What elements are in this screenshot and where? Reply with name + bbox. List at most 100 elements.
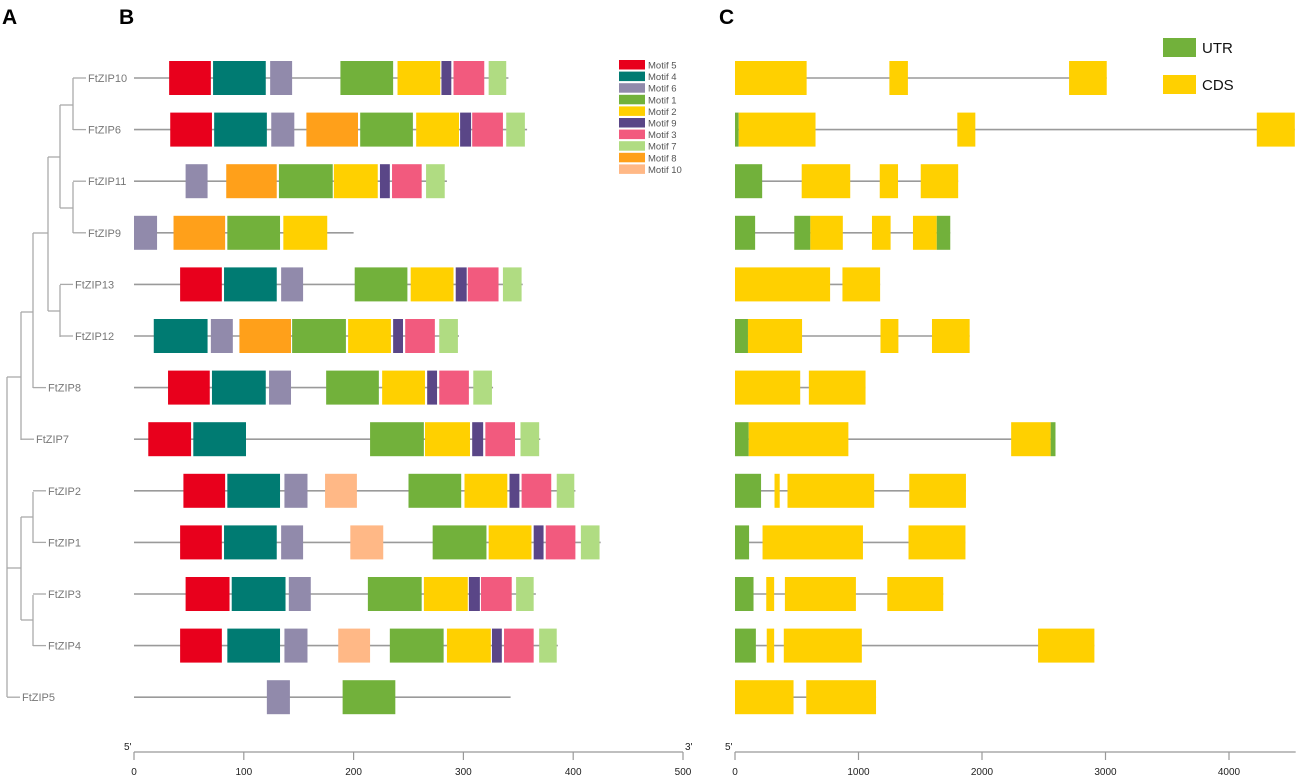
cds-block bbox=[735, 680, 794, 715]
utr-block bbox=[735, 215, 756, 250]
utr-block bbox=[735, 628, 756, 663]
motif-box-m5 bbox=[170, 112, 212, 147]
cds-block bbox=[871, 215, 891, 250]
cds-block bbox=[762, 525, 863, 560]
legend-swatch-m5 bbox=[619, 60, 645, 70]
motif-row bbox=[134, 370, 494, 405]
motif-box-m3 bbox=[439, 370, 469, 405]
motif-box-m5 bbox=[180, 628, 222, 663]
legend-label: Motif 8 bbox=[648, 153, 677, 164]
motif-box-m1 bbox=[360, 112, 413, 147]
motif-box-m1 bbox=[292, 319, 346, 353]
gene-label: FtZIP13 bbox=[75, 279, 114, 291]
legend-swatch-m1 bbox=[619, 94, 645, 105]
motif-box-m2 bbox=[397, 61, 441, 95]
tick-label: 4000 bbox=[1218, 767, 1241, 778]
motif-box-m10 bbox=[325, 473, 357, 508]
gene-structure-row bbox=[735, 215, 951, 250]
utr-block bbox=[735, 473, 762, 508]
motif-axis: 0 100 200 300 400 500 5' 3' bbox=[124, 742, 693, 778]
motif-box-m1 bbox=[367, 577, 422, 611]
tick-label: 0 bbox=[131, 767, 137, 778]
cds-block bbox=[908, 525, 966, 560]
motif-box-m9 bbox=[472, 422, 484, 457]
motif-box-m7 bbox=[506, 112, 525, 147]
motif-row bbox=[134, 473, 576, 508]
motif-box-m7 bbox=[556, 473, 575, 508]
motif-box-m5 bbox=[148, 422, 192, 457]
motif-box-m4 bbox=[224, 267, 277, 302]
cds-block bbox=[735, 61, 807, 95]
cds-block bbox=[735, 370, 801, 405]
legend-swatch-m9 bbox=[619, 118, 645, 128]
cds-block bbox=[766, 577, 775, 611]
motif-box-m9 bbox=[427, 370, 438, 405]
legend-swatch-utr bbox=[1163, 38, 1196, 57]
motif-box-m2 bbox=[283, 215, 328, 250]
panel-label-a: A bbox=[2, 6, 17, 29]
gene-structure-row bbox=[735, 112, 1295, 147]
motif-box-m4 bbox=[231, 577, 286, 611]
motif-box-m7 bbox=[520, 422, 540, 457]
legend-swatch-m3 bbox=[619, 129, 645, 140]
motif-box-m6 bbox=[284, 473, 308, 508]
cds-block bbox=[766, 628, 775, 663]
gene-structure-panel bbox=[735, 61, 1295, 715]
gene-structure-row bbox=[735, 164, 959, 199]
gene-length-axis: 0 1000 2000 3000 4000 5' bbox=[725, 742, 1296, 778]
cds-block bbox=[887, 577, 944, 611]
legend-label: Motif 3 bbox=[648, 130, 677, 141]
motif-box-m2 bbox=[424, 422, 470, 457]
gene-label: FtZIP8 bbox=[48, 383, 81, 395]
cds-block bbox=[842, 267, 881, 302]
motif-row bbox=[134, 267, 523, 302]
legend-label: Motif 5 bbox=[648, 61, 677, 72]
gene-label: FtZIP3 bbox=[48, 589, 81, 601]
motif-box-m1 bbox=[340, 61, 394, 95]
legend-swatch-m8 bbox=[619, 152, 645, 163]
utr-block bbox=[735, 319, 748, 353]
cds-block bbox=[931, 319, 970, 353]
gene-label: FtZIP6 bbox=[88, 125, 121, 137]
cds-block bbox=[879, 164, 899, 199]
gene-structure-row bbox=[735, 370, 866, 405]
motif-box-m3 bbox=[472, 112, 503, 147]
motif-box-m6 bbox=[210, 319, 233, 353]
five-prime-label: 5' bbox=[124, 742, 132, 753]
motif-row bbox=[134, 215, 354, 250]
utr-block bbox=[936, 215, 951, 250]
legend-swatch-m7 bbox=[619, 141, 645, 151]
motif-box-m9 bbox=[533, 525, 544, 560]
gene-structure-row bbox=[735, 525, 966, 560]
motif-box-m4 bbox=[227, 628, 281, 663]
utr-block bbox=[735, 577, 754, 611]
motif-box-m1 bbox=[342, 680, 396, 715]
cds-block bbox=[912, 215, 937, 250]
motif-box-m6 bbox=[284, 628, 308, 663]
legend-label: Motif 4 bbox=[648, 72, 677, 83]
motif-box-m7 bbox=[580, 525, 600, 560]
gene-structure-row bbox=[735, 422, 1056, 457]
cds-block bbox=[735, 267, 831, 302]
motif-box-m6 bbox=[134, 215, 158, 250]
five-prime-label: 5' bbox=[725, 742, 733, 753]
gene-structure-row bbox=[735, 319, 970, 353]
motif-box-m1 bbox=[278, 164, 333, 199]
motif-box-m2 bbox=[423, 577, 468, 611]
panel-label-c: C bbox=[719, 6, 734, 29]
gene-structure-row bbox=[735, 267, 881, 302]
motif-box-m10 bbox=[338, 628, 371, 663]
motif-box-m9 bbox=[460, 112, 472, 147]
cds-block bbox=[1256, 112, 1295, 147]
motif-box-m4 bbox=[224, 525, 277, 560]
motif-box-m4 bbox=[213, 61, 266, 95]
motif-box-m6 bbox=[270, 61, 293, 95]
utr-block bbox=[735, 112, 739, 147]
cds-block bbox=[748, 422, 849, 457]
cds-block bbox=[774, 473, 780, 508]
utr-block bbox=[735, 422, 749, 457]
cds-block bbox=[1011, 422, 1051, 457]
gene-label: FtZIP2 bbox=[48, 486, 81, 498]
motif-box-m3 bbox=[405, 319, 435, 353]
motif-box-m8 bbox=[173, 215, 226, 250]
